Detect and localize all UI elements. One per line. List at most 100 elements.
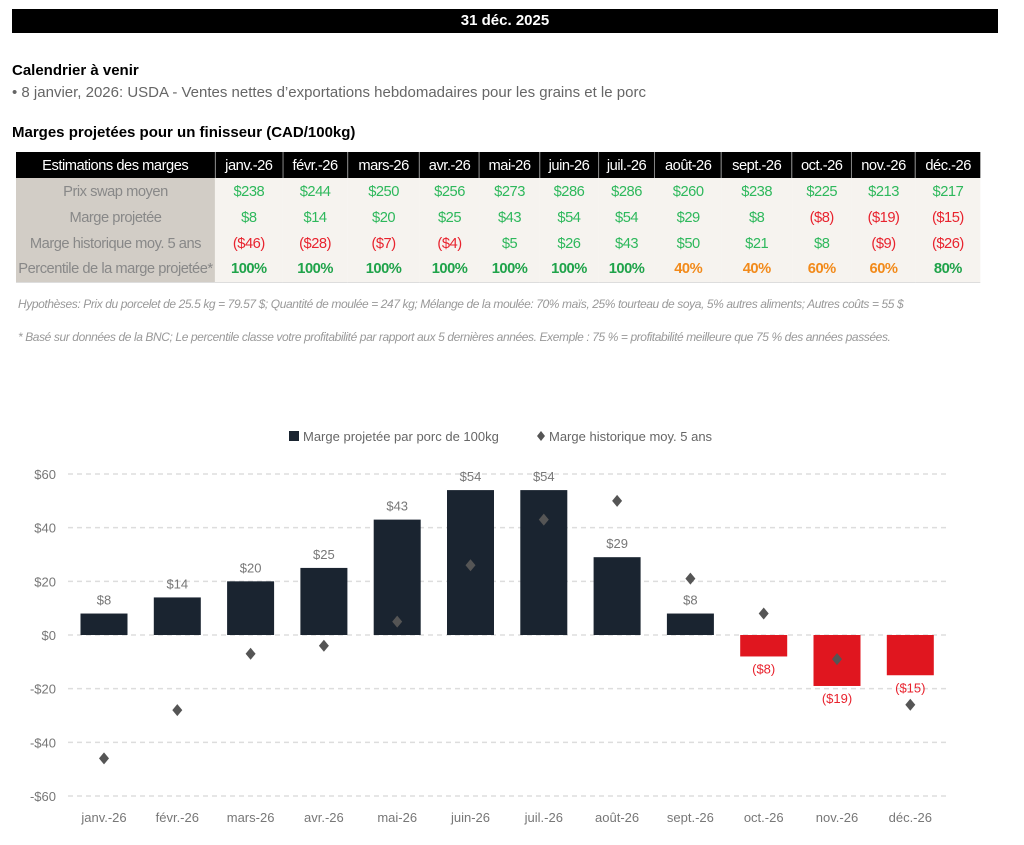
bar	[520, 490, 568, 635]
x-tick-label: mars-26	[227, 810, 275, 825]
table-cell: ($28)	[282, 230, 348, 256]
y-tick-label: $60	[34, 467, 56, 482]
month-header: juin-26	[539, 152, 599, 178]
table-cell: 100%	[539, 256, 599, 283]
margins-table: Estimations des marges janv.-26 févr.-26…	[16, 152, 981, 283]
row-label: Marge projetée	[16, 204, 215, 230]
bar-data-label: $43	[386, 499, 408, 514]
month-header: mai-26	[478, 152, 540, 178]
bar-data-label: $20	[240, 560, 262, 575]
table-cell: 100%	[598, 256, 655, 283]
row-label: Percentile de la marge projetée*	[16, 256, 215, 283]
historical-marker	[538, 513, 549, 526]
month-header: sept.-26	[720, 152, 792, 178]
table-cell: $8	[791, 230, 852, 256]
bar	[666, 613, 714, 635]
calendar-item: • 8 janvier, 2026: USDA - Ventes nettes …	[12, 84, 646, 101]
table-cell: $43	[598, 230, 655, 256]
table-row: Prix swap moyen $238 $244 $250 $256 $273 $286 $…	[16, 178, 981, 204]
historical-marker	[465, 559, 476, 572]
table-cell: 100%	[214, 256, 283, 283]
bar-data-label: $54	[460, 469, 482, 484]
x-tick-label: août-26	[595, 810, 639, 825]
y-tick-label: -$20	[30, 682, 56, 697]
bar-data-label: $54	[533, 469, 555, 484]
table-cell: $5	[479, 230, 540, 256]
table-cell: $8	[721, 204, 792, 230]
bar-data-label: ($19)	[822, 691, 852, 706]
table-cell: 100%	[479, 256, 540, 283]
table-cell: ($7)	[347, 230, 420, 256]
hypotheses-note: Hypothèses: Prix du porcelet de 25.5 kg …	[18, 297, 904, 311]
month-header: déc.-26	[914, 152, 981, 178]
legend-bar-swatch	[289, 431, 299, 441]
x-tick-label: oct.-26	[744, 810, 784, 825]
bar-data-label: $14	[166, 576, 188, 591]
month-header: juil.-26	[597, 152, 655, 178]
bar-data-label: $25	[313, 547, 335, 562]
table-cell: $54	[539, 204, 599, 230]
bar	[886, 635, 934, 676]
table-row: Percentile de la marge projetée* 100% 100%…	[16, 256, 981, 283]
month-header: août-26	[654, 152, 722, 178]
table-row: Marge projetée $8 $14 $20 $25 $43 $54 $54 $29 $8(…	[16, 204, 981, 230]
historical-marker	[318, 639, 329, 652]
table-header-row: Estimations des marges janv.-26 févr.-26…	[16, 152, 981, 178]
month-header: oct.-26	[791, 152, 852, 178]
table-cell: $14	[282, 204, 348, 230]
table-row: Marge historique moy. 5 ans ($46) ($28) ($7…	[16, 230, 981, 256]
bar-data-label: ($8)	[752, 661, 775, 676]
y-tick-label: -$40	[30, 735, 56, 750]
table-cell: $286	[598, 178, 655, 204]
table-cell: $256	[419, 178, 480, 204]
table-cell: 40%	[721, 256, 792, 283]
historical-marker	[392, 615, 403, 628]
table-cell: 100%	[347, 256, 420, 283]
bar	[227, 581, 275, 635]
bar	[300, 567, 348, 635]
x-tick-label: déc.-26	[889, 810, 932, 825]
historical-marker	[612, 494, 623, 507]
table-cell: 80%	[915, 256, 981, 283]
x-tick-label: mai-26	[377, 810, 417, 825]
table-cell: 100%	[282, 256, 348, 283]
x-tick-label: juil.-26	[524, 810, 563, 825]
table-cell: ($9)	[851, 230, 916, 256]
table-cell: 40%	[654, 256, 722, 283]
table-cell: $213	[851, 178, 916, 204]
table-cell: $217	[915, 178, 981, 204]
month-header: févr.-26	[282, 152, 348, 178]
month-header: mars-26	[346, 152, 420, 178]
table-cell: $21	[721, 230, 792, 256]
table-cell: $26	[539, 230, 599, 256]
y-tick-label: -$60	[30, 789, 56, 804]
legend-diamond-icon	[537, 431, 545, 441]
footnote: * Basé sur données de la BNC; Le percent…	[18, 330, 891, 344]
historical-marker	[172, 704, 183, 717]
table-cell: ($46)	[214, 230, 283, 256]
chart-legend: Marge projetée par porc de 100kg Marge h…	[289, 429, 713, 444]
bar-data-label: $29	[606, 536, 628, 551]
table-cell: $25	[419, 204, 480, 230]
x-tick-label: nov.-26	[816, 810, 858, 825]
table-cell: $238	[214, 178, 283, 204]
table-cell: 100%	[419, 256, 480, 283]
bar	[740, 635, 788, 657]
month-header: avr.-26	[419, 152, 480, 178]
header-label: Estimations des marges	[16, 152, 215, 178]
x-tick-label: juin-26	[450, 810, 490, 825]
y-tick-label: $0	[42, 628, 56, 643]
table-cell: $225	[791, 178, 852, 204]
table-cell: $260	[654, 178, 722, 204]
legend-bar-label: Marge projetée par porc de 100kg	[303, 429, 499, 444]
table-cell: 60%	[791, 256, 852, 283]
table-cell: $286	[539, 178, 599, 204]
month-header: nov.-26	[851, 152, 916, 178]
table-cell: ($8)	[791, 204, 852, 230]
table-cell: ($4)	[419, 230, 480, 256]
calendar-title: Calendrier à venir	[12, 62, 139, 79]
table-cell: $54	[598, 204, 655, 230]
bar-data-label: $8	[683, 593, 697, 608]
table-cell: $250	[347, 178, 420, 204]
bar-data-label: ($15)	[895, 680, 925, 695]
